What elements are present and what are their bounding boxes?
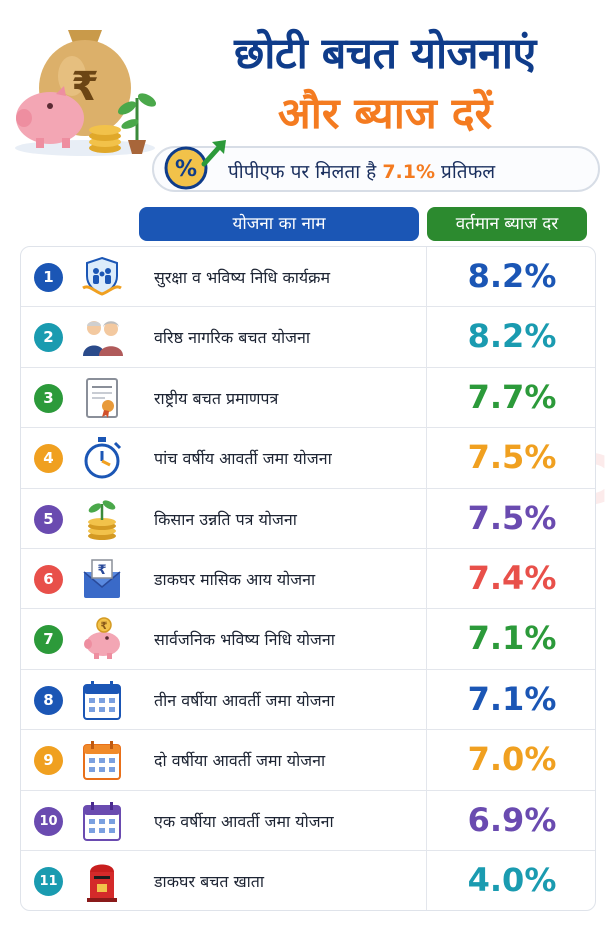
interest-rate: 7.4% xyxy=(467,558,557,597)
table-row: 10 एक वर्षीया आवर्ती जमा योजना 6.9% xyxy=(21,790,595,851)
column-divider xyxy=(426,307,427,367)
percent-growth-icon: % xyxy=(164,140,226,190)
stopwatch-icon xyxy=(79,435,125,481)
scheme-name: सार्वजनिक भविष्य निधि योजना xyxy=(154,630,335,650)
calendar-purple-icon xyxy=(79,798,125,844)
scheme-name: दो वर्षीया आवर्ती जमा योजना xyxy=(154,751,326,771)
column-divider xyxy=(426,247,427,307)
table-row: 9 दो वर्षीया आवर्ती जमा योजना 7.0% xyxy=(21,730,595,791)
column-divider xyxy=(426,548,427,609)
row-number-badge: 3 xyxy=(34,383,63,413)
table-row: 5 किसान उन्नति पत्र योजना 7.5% xyxy=(21,488,595,549)
header: ₹ छोटी बचत योजनाएं और ब्याज दरें % पीपीए… xyxy=(0,0,616,200)
interest-rate: 7.1% xyxy=(467,619,557,658)
row-number-badge: 1 xyxy=(34,263,63,292)
money-bag-piggy-icon: ₹ xyxy=(15,30,157,156)
svg-text:%: % xyxy=(175,157,197,182)
row-number-badge: 5 xyxy=(34,504,63,534)
interest-rate: 7.0% xyxy=(467,740,557,779)
interest-rate: 8.2% xyxy=(467,257,557,295)
rupee-envelope-icon: ₹ xyxy=(79,556,125,602)
piggy-bank-icon: ₹ xyxy=(79,616,125,662)
row-number-badge: 10 xyxy=(34,806,63,836)
ppf-text: पीपीएफ पर मिलता है 7.1% प्रतिफल xyxy=(228,161,496,183)
column-divider xyxy=(426,488,427,548)
interest-rate: 7.5% xyxy=(467,498,557,537)
row-number-badge: 4 xyxy=(34,444,63,474)
interest-rate: 7.5% xyxy=(467,438,557,477)
calendar-orange-icon xyxy=(79,737,125,783)
column-divider xyxy=(426,367,427,428)
table-row: 1 सुरक्षा व भविष्य निधि कार्यक्रम 8.2% xyxy=(21,247,595,308)
column-divider xyxy=(426,669,427,730)
coins-plant-icon xyxy=(79,496,125,542)
table-row: 6 ₹ डाकघर मासिक आय योजना 7.4% xyxy=(21,548,595,610)
svg-text:₹: ₹ xyxy=(97,563,106,578)
table-row: 4 पांच वर्षीय आवर्ती जमा योजना 7.5% xyxy=(21,428,595,489)
row-number-badge: 6 xyxy=(34,564,63,594)
schemes-table: 1 सुरक्षा व भविष्य निधि कार्यक्रम 8.2% 2 वरि… xyxy=(20,246,596,911)
scheme-name: राष्ट्रीय बचत प्रमाणपत्र xyxy=(154,388,279,408)
scheme-name: सुरक्षा व भविष्य निधि कार्यक्रम xyxy=(154,268,331,287)
table-row: 3 राष्ट्रीय बचत प्रमाणपत्र 7.7% xyxy=(21,367,595,429)
scheme-name: किसान उन्नति पत्र योजना xyxy=(154,509,297,529)
family-shield-icon xyxy=(79,254,125,300)
calendar-blue-icon xyxy=(79,677,125,723)
post-box-icon xyxy=(79,858,125,904)
interest-rate: 7.7% xyxy=(467,377,557,416)
scheme-name: वरिष्ठ नागरिक बचत योजना xyxy=(154,328,311,348)
column-header-scheme-name: योजना का नाम xyxy=(139,207,419,241)
certificate-icon xyxy=(79,375,125,421)
scheme-name: पांच वर्षीय आवर्ती जमा योजना xyxy=(154,449,332,469)
interest-rate: 6.9% xyxy=(467,800,557,839)
row-number-badge: 7 xyxy=(34,625,63,655)
column-divider xyxy=(426,609,427,669)
table-row: 11 डाकघर बचत खाता 4.0% xyxy=(21,850,595,910)
interest-rate: 8.2% xyxy=(467,317,557,356)
column-divider xyxy=(426,850,427,910)
row-number-badge: 11 xyxy=(34,866,63,896)
column-divider xyxy=(426,730,427,790)
title-line-2: और ब्याज दरें xyxy=(277,89,493,139)
table-row: 7 ₹ सार्वजनिक भविष्य निधि योजना 7.1% xyxy=(21,609,595,670)
title-line-1: छोटी बचत योजनाएं xyxy=(234,29,536,79)
scheme-name: डाकघर मासिक आय योजना xyxy=(154,569,316,589)
scheme-name: डाकघर बचत खाता xyxy=(154,871,265,891)
interest-rate: 4.0% xyxy=(467,860,557,899)
ppf-rate: 7.1% xyxy=(382,161,436,183)
scheme-name: तीन वर्षीया आवर्ती जमा योजना xyxy=(154,690,335,710)
column-divider xyxy=(426,428,427,488)
table-row: 8 तीन वर्षीया आवर्ती जमा योजना 7.1% xyxy=(21,669,595,731)
senior-couple-icon xyxy=(79,314,125,360)
scheme-name: एक वर्षीया आवर्ती जमा योजना xyxy=(154,811,334,831)
interest-rate: 7.1% xyxy=(467,679,557,718)
ppf-banner xyxy=(152,146,600,192)
row-number-badge: 2 xyxy=(34,323,63,353)
row-number-badge: 9 xyxy=(34,746,63,776)
table-row: 2 वरिष्ठ नागरिक बचत योजना 8.2% xyxy=(21,307,595,368)
column-divider xyxy=(426,790,427,850)
svg-text:₹: ₹ xyxy=(101,621,108,632)
row-number-badge: 8 xyxy=(34,685,63,715)
column-header-interest-rate: वर्तमान ब्याज दर xyxy=(427,207,587,241)
